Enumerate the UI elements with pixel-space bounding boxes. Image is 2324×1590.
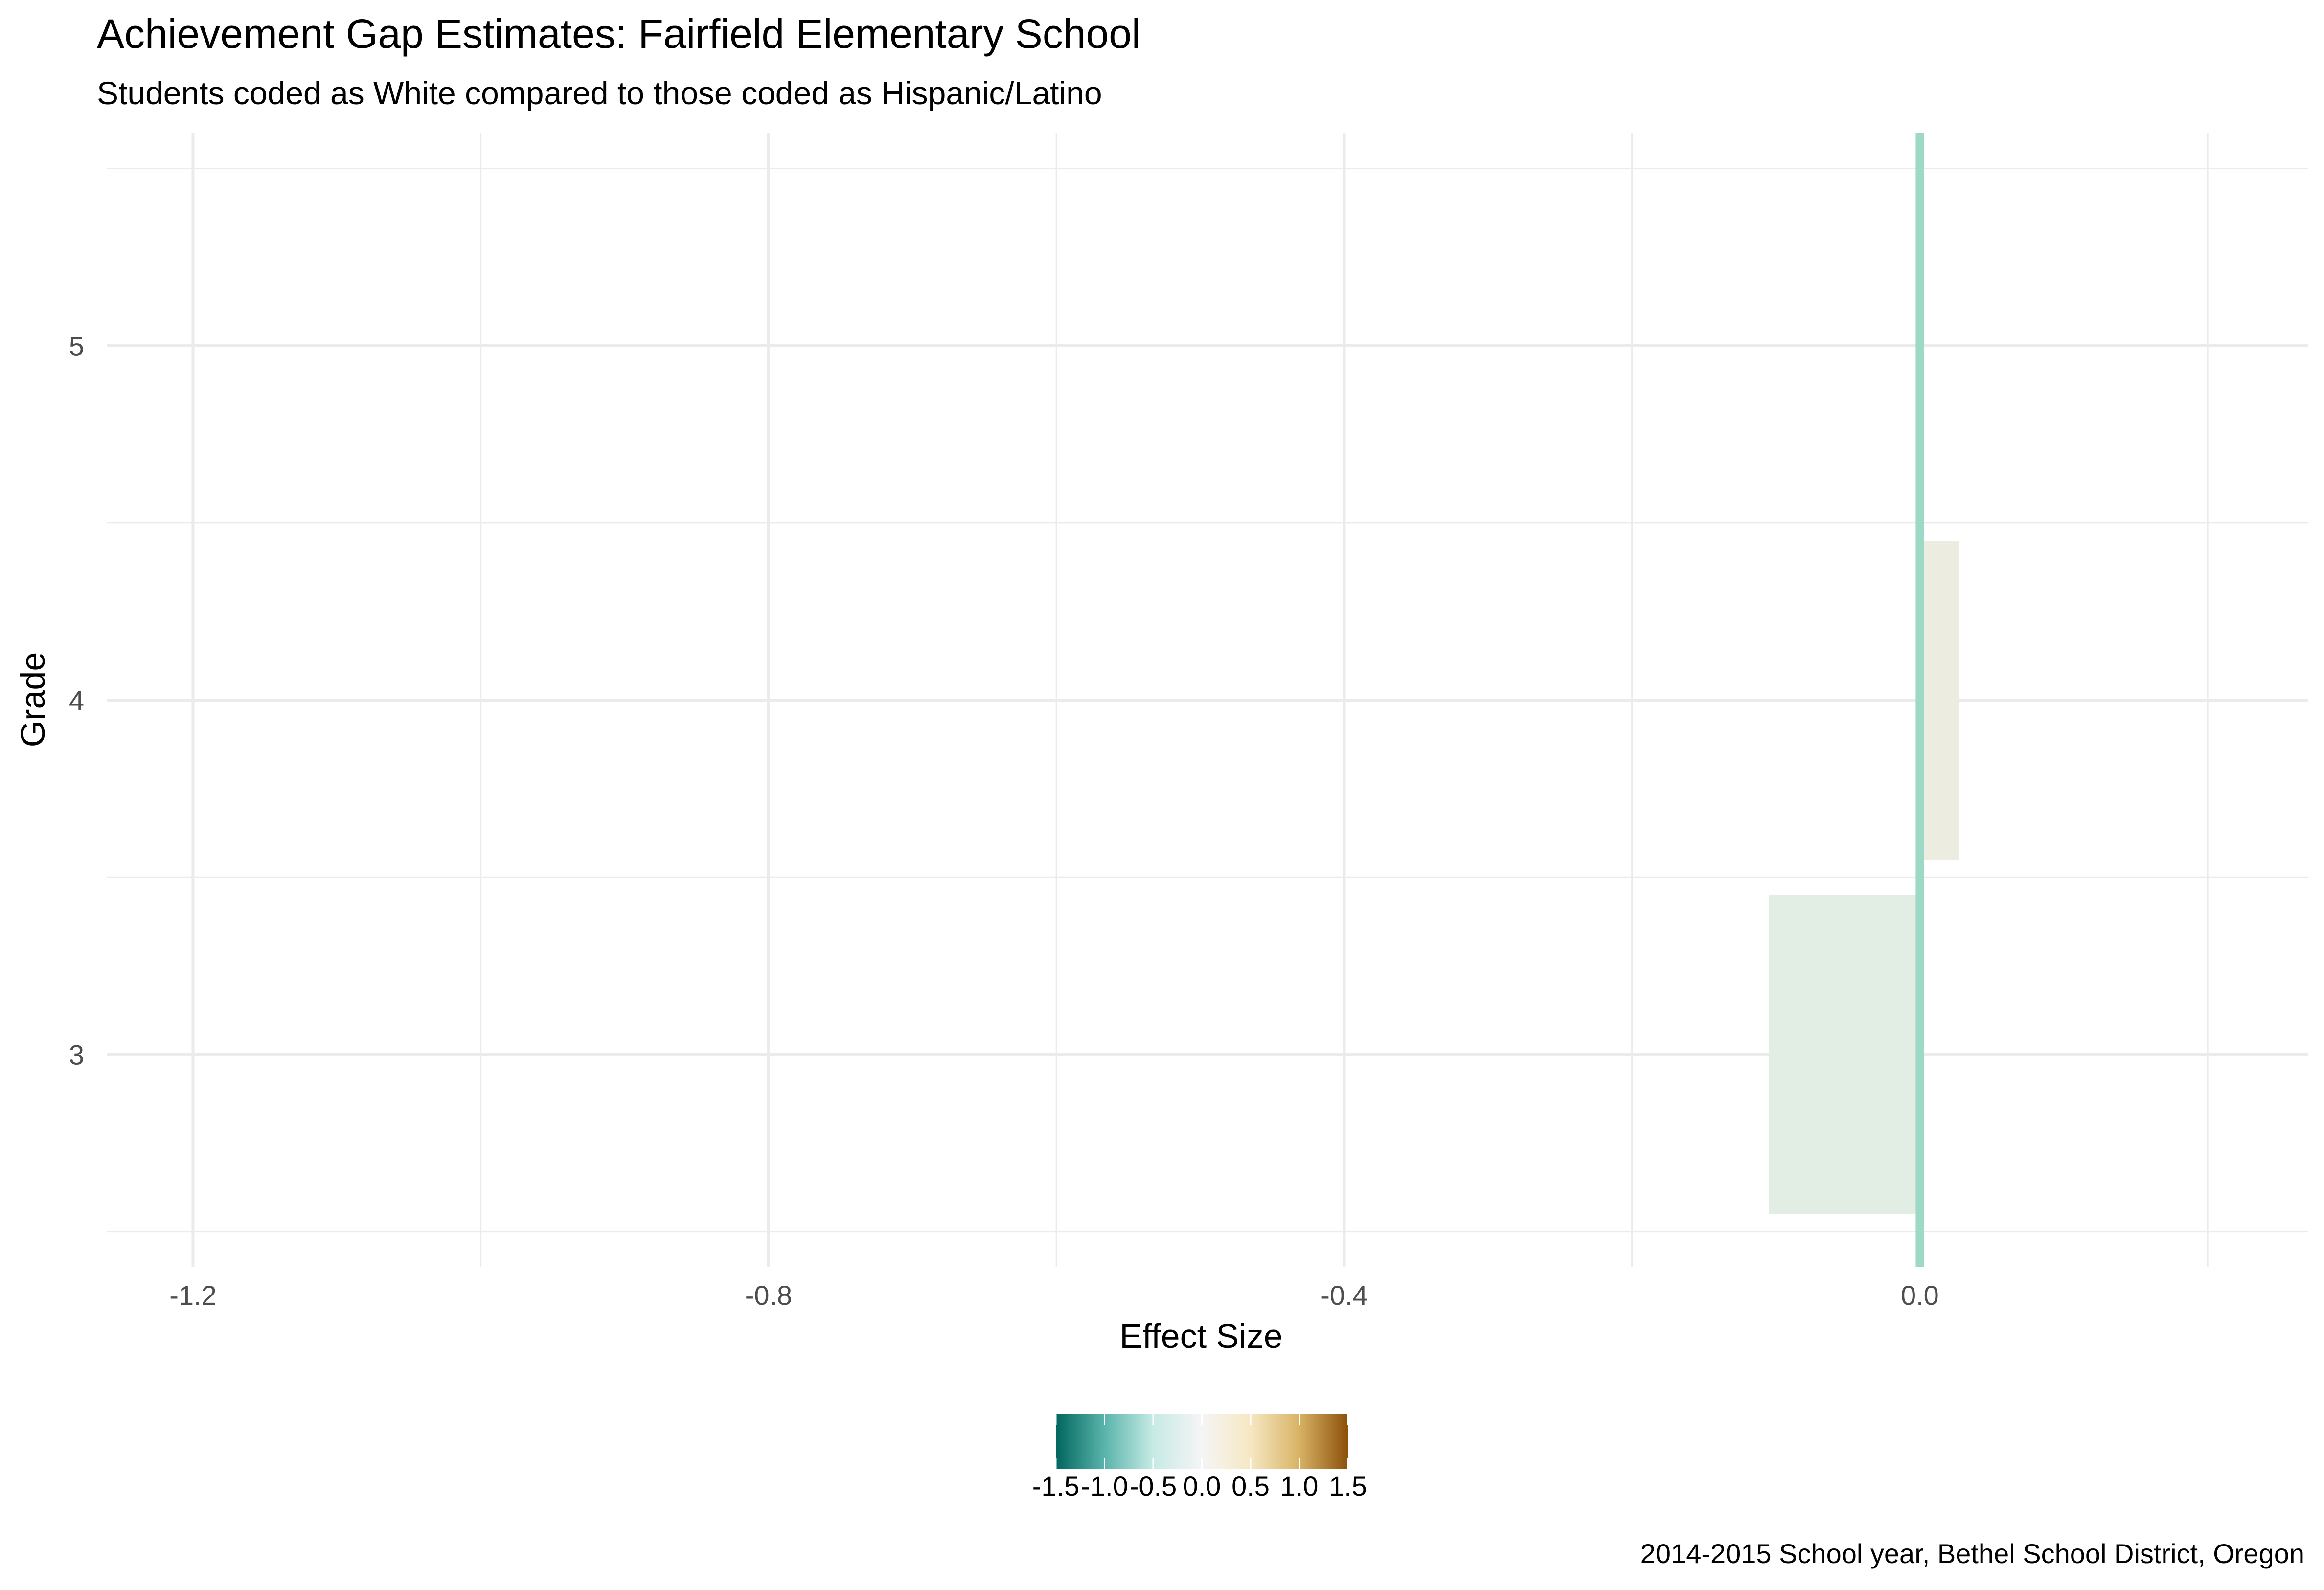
- x-axis-ticks: -1.2 -0.8 -0.4 0.0: [169, 1280, 1939, 1311]
- chart-caption: 2014-2015 School year, Bethel School Dis…: [1640, 1538, 2304, 1569]
- chart-subtitle: Students coded as White compared to thos…: [97, 75, 1102, 111]
- legend-tick-label: 0.5: [1231, 1471, 1270, 1501]
- legend-tick-label: -1.0: [1081, 1471, 1128, 1501]
- x-axis-title: Effect Size: [1119, 1317, 1282, 1355]
- y-tick-label: 4: [69, 685, 84, 716]
- y-axis-ticks: 3 4 5: [69, 331, 84, 1070]
- x-tick-label: -0.8: [745, 1280, 793, 1311]
- legend-tick-label: 1.5: [1329, 1471, 1367, 1501]
- color-legend: -1.5 -1.0 -0.5 0.0 0.5 1.0 1.5: [1032, 1414, 1367, 1501]
- grid-lines: [107, 133, 2308, 1267]
- legend-tick-label: 1.0: [1280, 1471, 1319, 1501]
- legend-tick-label: -0.5: [1130, 1471, 1177, 1501]
- bars: [1769, 541, 1959, 1214]
- y-axis-title: Grade: [14, 652, 52, 748]
- y-tick-label: 3: [69, 1039, 84, 1070]
- bar-grade-3: [1769, 895, 1920, 1214]
- chart-title: Achievement Gap Estimates: Fairfield Ele…: [97, 11, 1141, 57]
- legend-tick-label: 0.0: [1183, 1471, 1221, 1501]
- bar-grade-4: [1919, 541, 1959, 860]
- x-tick-label: -1.2: [169, 1280, 217, 1311]
- legend-tick-label: -1.5: [1032, 1471, 1080, 1501]
- x-tick-label: -0.4: [1321, 1280, 1368, 1311]
- x-tick-label: 0.0: [1901, 1280, 1939, 1311]
- y-tick-label: 5: [69, 331, 84, 362]
